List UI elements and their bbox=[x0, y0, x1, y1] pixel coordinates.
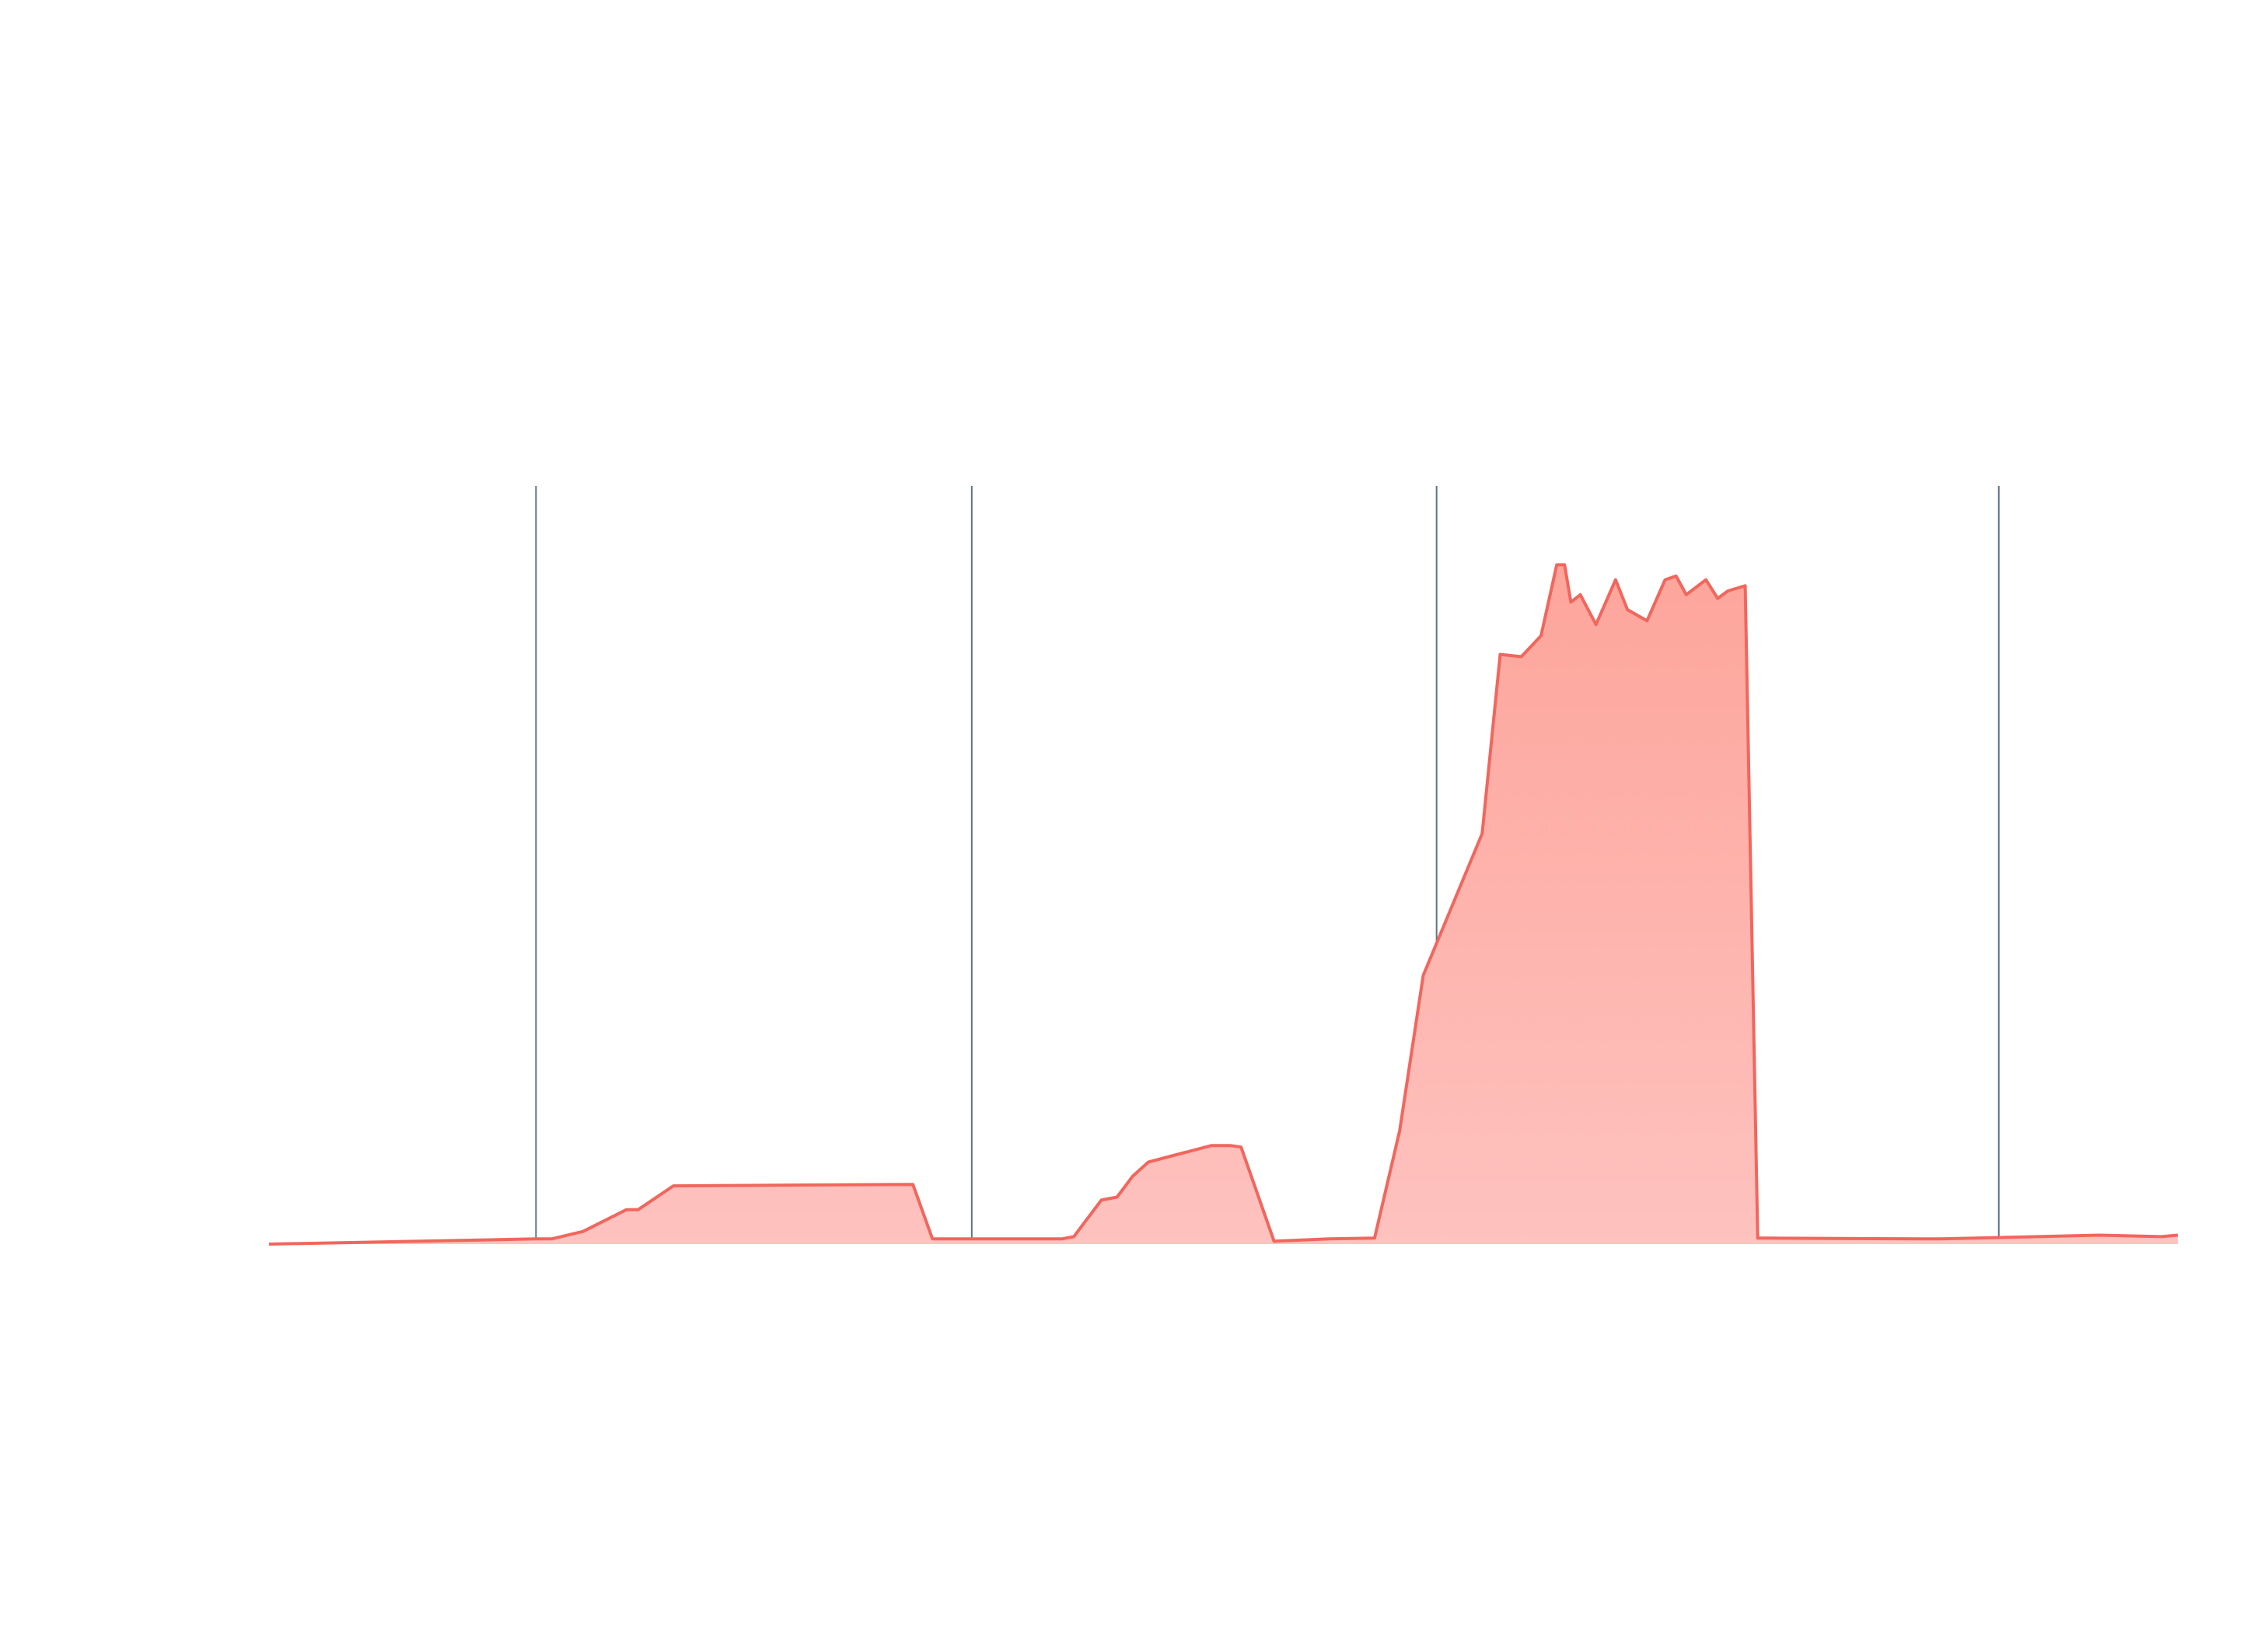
series-line bbox=[268, 563, 2179, 1246]
series-area-fill bbox=[269, 565, 2178, 1244]
area-series bbox=[268, 563, 2179, 1246]
vertical-markers bbox=[535, 486, 2000, 1244]
